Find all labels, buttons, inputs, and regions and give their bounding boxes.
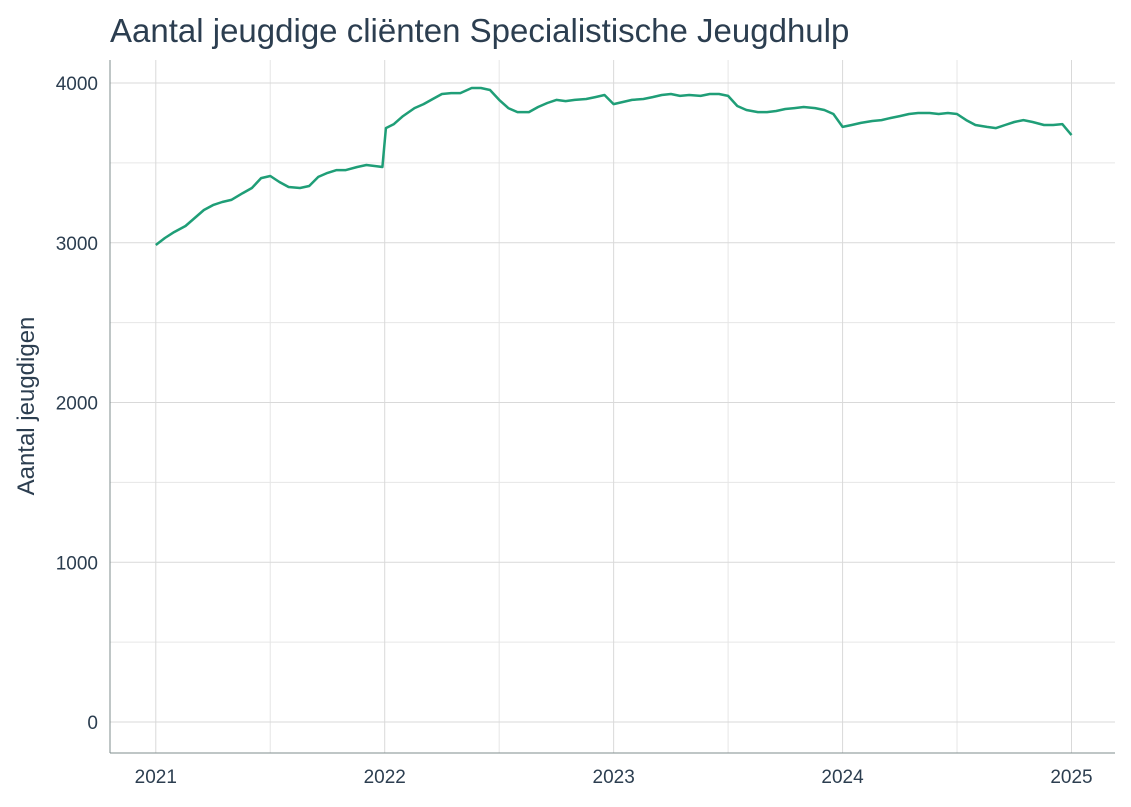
data-line <box>155 86 1073 246</box>
y-tick-label: 0 <box>87 713 98 734</box>
x-tick-label: 2022 <box>364 767 406 788</box>
y-tick-label: 2000 <box>56 394 98 415</box>
y-tick-label: 3000 <box>56 234 98 255</box>
x-tick-label: 2024 <box>821 767 864 788</box>
x-tick-label: 2023 <box>593 767 635 788</box>
x-tick-label: 2025 <box>1050 767 1092 788</box>
y-axis-label: Aantal jeugdigen <box>13 317 40 496</box>
x-tick-label: 2021 <box>135 767 177 788</box>
y-tick-label: 1000 <box>56 553 98 574</box>
y-tick-label: 4000 <box>56 74 98 95</box>
chart-title: Aantal jeugdige cliënten Specialistische… <box>110 12 849 49</box>
